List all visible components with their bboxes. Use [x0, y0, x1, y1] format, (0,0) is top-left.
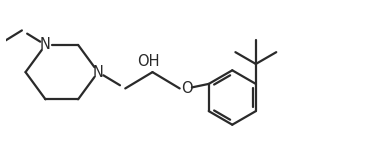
Text: OH: OH — [138, 54, 160, 69]
Text: O: O — [181, 81, 193, 96]
Text: N: N — [93, 65, 103, 80]
Text: N: N — [40, 37, 51, 52]
